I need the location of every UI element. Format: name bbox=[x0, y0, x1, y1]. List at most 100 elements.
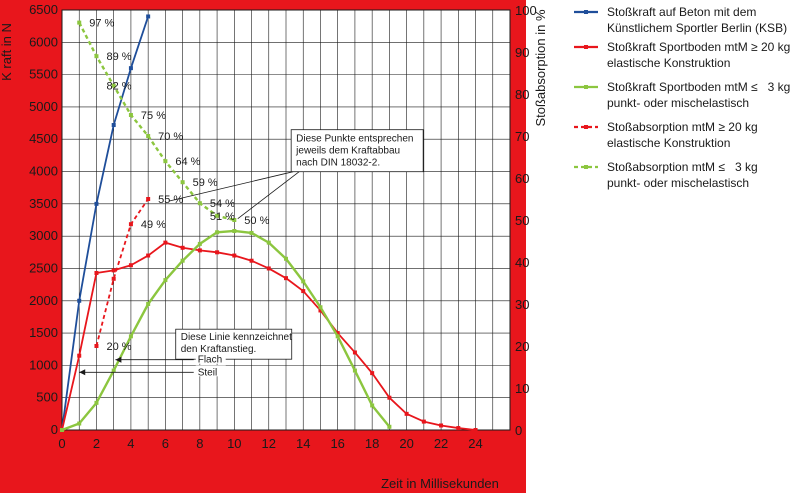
annotation-box-linie bbox=[175, 328, 293, 360]
y-tick-label-left: 1500 bbox=[29, 325, 58, 340]
point-label: 89 % bbox=[106, 51, 131, 63]
data-point bbox=[146, 253, 151, 258]
point-label: 97 % bbox=[89, 18, 114, 30]
legend-label-4: Stoßabsorption mtM ≥ 20 kg bbox=[607, 120, 758, 134]
annotation-label-bg bbox=[195, 352, 226, 364]
data-point bbox=[94, 201, 99, 206]
legend-label-5: Stoßabsorption mtM ≤ 3 kg bbox=[607, 160, 758, 174]
legend-marker bbox=[584, 165, 588, 169]
y-tick-label-right: 80 bbox=[515, 87, 529, 102]
x-tick-label: 10 bbox=[227, 436, 241, 451]
series-line-1 bbox=[61, 16, 150, 431]
data-point bbox=[77, 298, 82, 303]
arrow-head-icon bbox=[79, 369, 86, 376]
point-label: 64 % bbox=[175, 156, 200, 168]
y-tick-label-left: 500 bbox=[36, 390, 58, 405]
y-tick-label-right: 10 bbox=[515, 381, 529, 396]
y-tick-label-left: 5000 bbox=[29, 99, 58, 114]
data-point bbox=[94, 270, 99, 275]
data-point bbox=[163, 240, 168, 245]
legend-label-4: elastische Konstruktion bbox=[607, 136, 730, 150]
y-axis-title-right: Stoßabsorption in % bbox=[533, 9, 548, 127]
plot-frame bbox=[61, 9, 511, 431]
data-point bbox=[146, 14, 151, 19]
point-label: 54 % bbox=[210, 198, 235, 210]
point-label: 51 % bbox=[210, 211, 235, 223]
point-label: 82 % bbox=[106, 81, 131, 93]
data-point bbox=[335, 331, 340, 336]
legend-marker bbox=[584, 85, 588, 89]
data-point bbox=[111, 268, 116, 273]
point-label: 55 % bbox=[158, 194, 183, 206]
data-point bbox=[128, 222, 133, 227]
data-point bbox=[128, 66, 133, 71]
point-label: 75 % bbox=[141, 110, 166, 122]
legend-label-2: Stoßkraft Sportboden mtM ≥ 20 kg bbox=[607, 40, 790, 54]
data-point bbox=[284, 256, 288, 261]
data-point bbox=[370, 403, 375, 408]
data-point bbox=[146, 134, 151, 138]
data-point bbox=[284, 276, 288, 281]
data-point bbox=[318, 305, 323, 310]
point-label: 49 % bbox=[141, 219, 166, 231]
legend-marker bbox=[584, 45, 588, 49]
legend-label-5: punkt- oder mischelastisch bbox=[607, 176, 749, 190]
data-point bbox=[180, 258, 185, 263]
annotation-label-flach: Flach bbox=[198, 355, 222, 366]
series-line-5 bbox=[78, 22, 235, 222]
data-point bbox=[197, 201, 202, 206]
x-tick-label: 4 bbox=[127, 436, 134, 451]
data-point bbox=[77, 20, 82, 25]
data-point bbox=[146, 197, 151, 201]
point-label: 20 % bbox=[106, 341, 131, 353]
data-point bbox=[94, 54, 99, 59]
annotation-pointer bbox=[237, 171, 300, 220]
x-tick-label: 6 bbox=[162, 436, 169, 451]
data-point bbox=[180, 180, 185, 185]
x-tick-label: 24 bbox=[468, 436, 482, 451]
data-point bbox=[94, 344, 99, 348]
y-tick-label-right: 50 bbox=[515, 213, 529, 228]
data-point bbox=[232, 228, 237, 233]
y-tick-label-right: 90 bbox=[515, 45, 529, 60]
data-point bbox=[266, 240, 271, 245]
data-point bbox=[163, 159, 168, 164]
x-tick-label: 2 bbox=[93, 436, 100, 451]
data-point bbox=[318, 308, 323, 313]
y-tick-label-left: 0 bbox=[51, 422, 58, 437]
y-tick-label-left: 6000 bbox=[29, 34, 58, 49]
point-label: 50 % bbox=[244, 215, 269, 227]
y-tick-label-right: 40 bbox=[515, 255, 529, 270]
point-label: 70 % bbox=[158, 131, 183, 143]
data-point bbox=[266, 266, 271, 271]
data-point bbox=[404, 411, 409, 416]
data-point bbox=[77, 353, 82, 358]
y-tick-label-right: 0 bbox=[515, 423, 522, 438]
arrow-head-icon bbox=[115, 356, 122, 363]
data-point bbox=[163, 278, 168, 283]
y-tick-label-left: 5500 bbox=[29, 67, 58, 82]
y-tick-label-left: 2000 bbox=[29, 293, 58, 308]
data-point bbox=[352, 368, 357, 373]
data-point bbox=[111, 368, 116, 373]
y-tick-label-left: 6500 bbox=[29, 2, 58, 17]
x-tick-label: 8 bbox=[196, 436, 203, 451]
annotation-text-linie: Diese Linie kennzeichnet bbox=[181, 332, 292, 343]
y-tick-label-right: 100 bbox=[515, 3, 537, 18]
data-point bbox=[352, 350, 357, 355]
x-tick-label: 20 bbox=[399, 436, 413, 451]
data-point bbox=[335, 334, 340, 339]
annotation-text-punkte: nach DIN 18032-2. bbox=[296, 158, 380, 169]
data-point bbox=[215, 213, 220, 218]
data-point bbox=[146, 302, 151, 306]
data-point bbox=[111, 123, 116, 128]
x-tick-label: 18 bbox=[365, 436, 379, 451]
data-point bbox=[128, 113, 133, 117]
y-tick-label-right: 20 bbox=[515, 339, 529, 354]
annotation-text-punkte: Diese Punkte entsprechen bbox=[296, 134, 413, 145]
data-point bbox=[439, 423, 444, 428]
y-tick-label-right: 60 bbox=[515, 171, 529, 186]
data-point bbox=[370, 371, 375, 376]
